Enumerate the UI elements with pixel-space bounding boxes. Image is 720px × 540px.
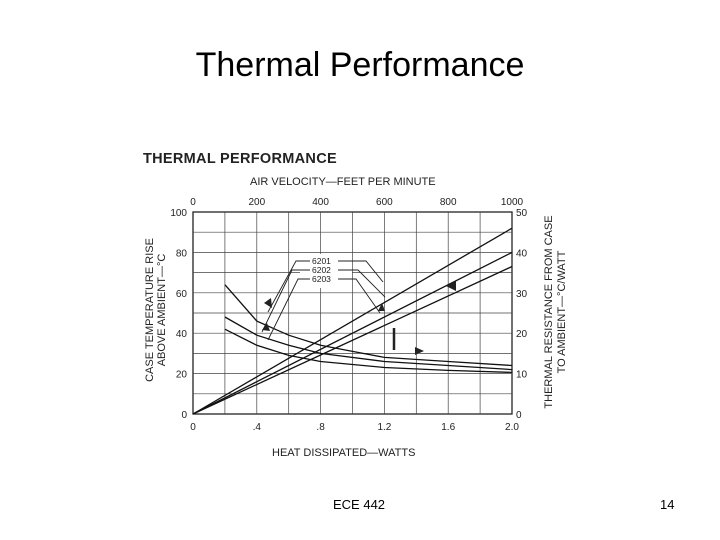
grid xyxy=(193,212,512,414)
tick-label-left: 100 xyxy=(170,208,187,219)
arrow-icon xyxy=(415,347,424,355)
legend-box xyxy=(300,254,352,288)
tick-label-left: 40 xyxy=(176,329,188,340)
tick-label-bottom: 0 xyxy=(190,422,196,433)
series-lines xyxy=(192,227,513,415)
tick-label-bottom: 1.6 xyxy=(441,422,455,433)
page-number: 14 xyxy=(660,497,675,512)
tick-label-left: 80 xyxy=(176,248,188,259)
tick-label-right: 10 xyxy=(516,370,528,381)
series-line-6201-resistance xyxy=(224,284,513,367)
chart-title: THERMAL PERFORMANCE xyxy=(143,151,337,167)
arrow-icon xyxy=(378,303,385,311)
legend-leader-6203-left xyxy=(267,278,310,341)
arrow-icon xyxy=(446,281,456,291)
bottom-axis-label: HEAT DISSIPATED—WATTS xyxy=(272,447,415,459)
top-axis-label: AIR VELOCITY—FEET PER MINUTE xyxy=(250,176,436,188)
series-line-6202-resistance xyxy=(224,316,513,371)
tick-label-right: 40 xyxy=(516,248,528,259)
tick-label-left: 60 xyxy=(176,289,188,300)
legend: 6201 6202 6203 xyxy=(261,254,386,341)
legend-leader-6202-right xyxy=(338,269,386,298)
left-axis-label-line2: ABOVE AMBIENT—°C xyxy=(156,254,168,367)
right-axis-label-line2: TO AMBIENT—°C/WATT xyxy=(556,250,568,373)
footer-course-label: ECE 442 xyxy=(333,497,386,512)
right-axis-label-line1: THERMAL RESISTANCE FROM CASE xyxy=(543,215,555,408)
tick-label-right: 20 xyxy=(516,329,528,340)
tick-label-right: 30 xyxy=(516,289,528,300)
tick-label-top: 800 xyxy=(440,197,457,208)
tick-label-top: 400 xyxy=(312,197,329,208)
tick-label-bottom: .4 xyxy=(253,422,262,433)
slide-title: Thermal Performance xyxy=(195,46,525,84)
arrow-icon xyxy=(264,298,272,308)
legend-leader-6201-right xyxy=(338,260,384,283)
series-line-6202-temp-rise xyxy=(192,251,513,415)
legend-leader-6201-left xyxy=(267,260,310,313)
left-axis-label-line1: CASE TEMPERATURE RISE xyxy=(144,238,156,382)
tick-label-top: 600 xyxy=(376,197,393,208)
tick-label-bottom: 1.2 xyxy=(377,422,391,433)
arrow-icon xyxy=(262,323,270,331)
tick-label-top: 200 xyxy=(248,197,265,208)
tick-label-bottom: 2.0 xyxy=(505,422,519,433)
tick-label-bottom: .8 xyxy=(316,422,325,433)
legend-label-6203: 6203 xyxy=(312,274,331,284)
legend-label-6201: 6201 xyxy=(312,256,331,266)
tick-label-top: 0 xyxy=(190,197,196,208)
axis-indicator-arrows xyxy=(262,281,456,355)
legend-leader-6202-left xyxy=(261,269,310,333)
tick-label-right: 0 xyxy=(516,410,522,421)
legend-label-6202: 6202 xyxy=(312,265,331,275)
tick-label-top: 1000 xyxy=(501,197,524,208)
tick-label-left: 0 xyxy=(181,410,187,421)
tick-label-left: 20 xyxy=(176,370,188,381)
legend-leader-6203-right xyxy=(338,278,381,314)
series-line-6201-temp-rise xyxy=(192,227,513,415)
series-line-6203-temp-rise xyxy=(192,265,513,415)
series-line-6203-resistance xyxy=(224,328,513,374)
tick-label-right: 50 xyxy=(516,208,528,219)
